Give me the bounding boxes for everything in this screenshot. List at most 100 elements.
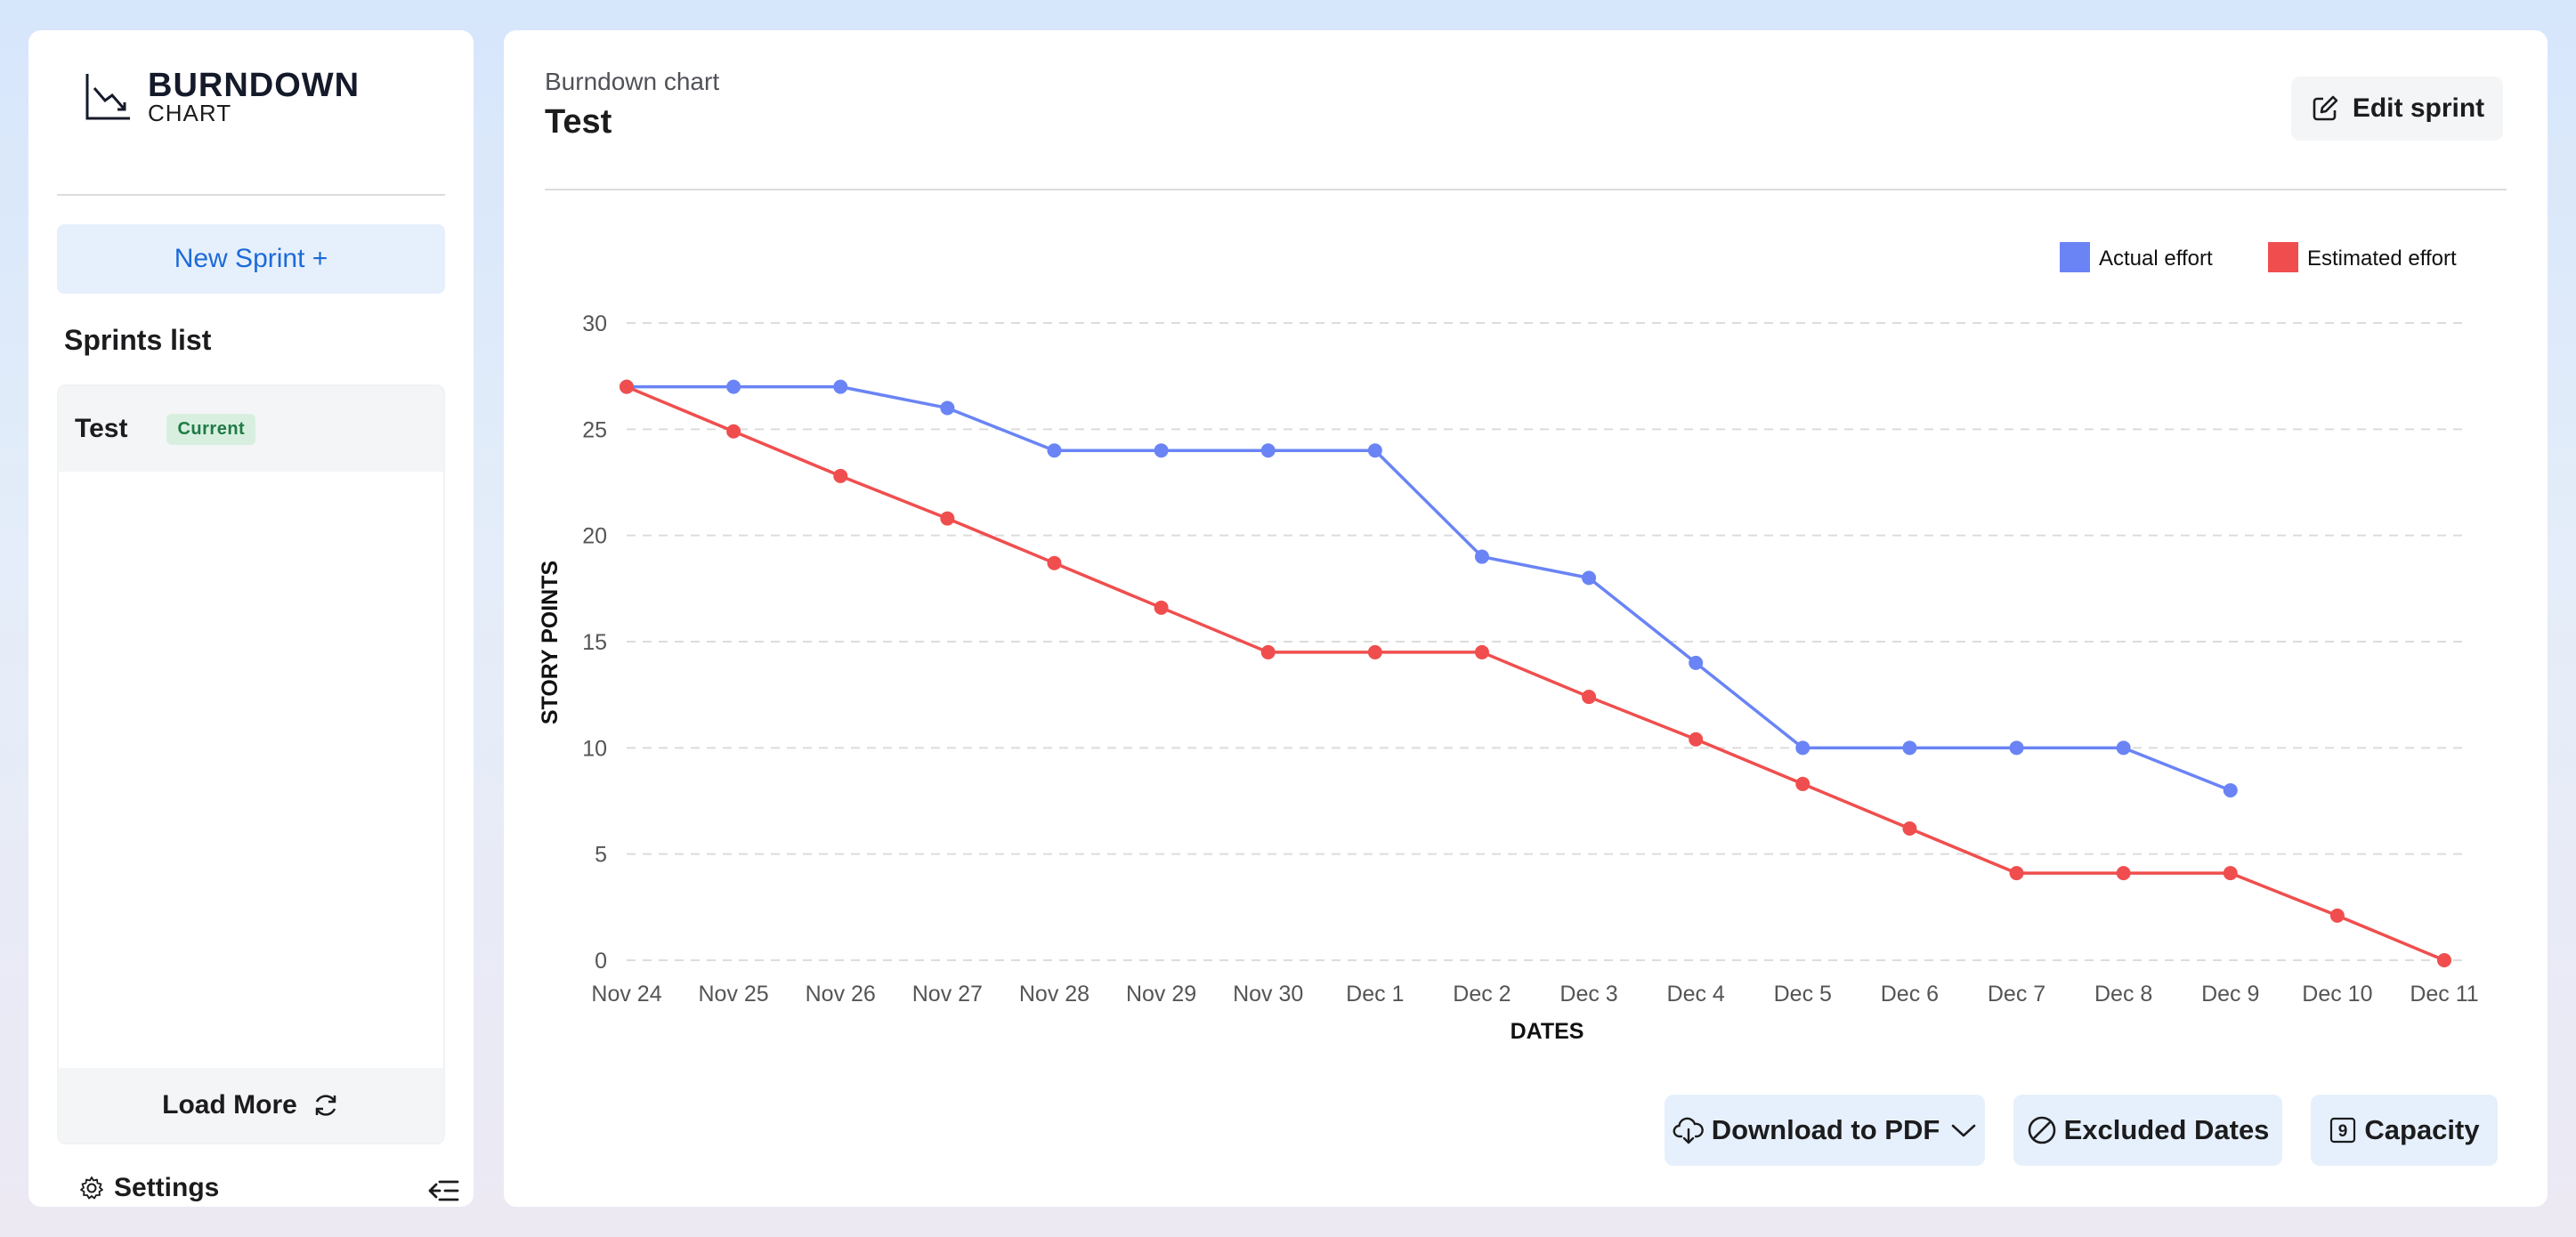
data-point[interactable] bbox=[1582, 690, 1597, 705]
data-point[interactable] bbox=[2329, 908, 2345, 923]
capacity-label: Capacity bbox=[2364, 1114, 2480, 1145]
legend-label: Actual effort bbox=[2099, 247, 2213, 271]
sidebar-divider bbox=[57, 194, 445, 196]
x-tick-label: Nov 29 bbox=[1126, 982, 1196, 1007]
page-title: Test bbox=[545, 103, 612, 141]
sprint-name: Test bbox=[75, 414, 128, 443]
data-point[interactable] bbox=[2009, 866, 2024, 881]
y-tick-label: 30 bbox=[582, 311, 607, 336]
app-logo[interactable]: BURNDOWN CHART bbox=[82, 69, 360, 125]
data-point[interactable] bbox=[1047, 555, 1062, 570]
x-tick-label: Nov 24 bbox=[591, 982, 661, 1007]
x-tick-label: Dec 4 bbox=[1667, 982, 1725, 1007]
burndown-chart: 0 5 10 15 20 25 30 Nov 24 Nov 25 Nov 26 Nov 27 Nov … bbox=[538, 242, 2479, 1044]
data-point[interactable] bbox=[940, 511, 955, 526]
data-point[interactable] bbox=[726, 424, 741, 439]
data-point[interactable] bbox=[1795, 776, 1810, 791]
legend-swatch bbox=[2060, 242, 2090, 272]
data-point[interactable] bbox=[2437, 953, 2451, 967]
grid-layer bbox=[627, 322, 2469, 961]
data-point[interactable] bbox=[2116, 866, 2131, 881]
collapse-sidebar-icon[interactable] bbox=[427, 1176, 459, 1205]
sidebar: BURNDOWN CHART New Sprint + Sprints list… bbox=[28, 30, 474, 1207]
data-point[interactable] bbox=[1474, 644, 1489, 659]
edit-sprint-label: Edit sprint bbox=[2352, 93, 2485, 123]
main-panel: Burndown chart Test Edit sprint 0 5 10 15 20… bbox=[504, 30, 2548, 1207]
data-point[interactable] bbox=[2223, 866, 2238, 881]
x-tick-label: Dec 1 bbox=[1346, 982, 1404, 1007]
download-pdf-label: Download to PDF bbox=[1711, 1114, 1940, 1145]
x-tick-label: Nov 27 bbox=[912, 982, 983, 1007]
x-tick-label: Dec 6 bbox=[1881, 982, 1939, 1007]
settings-label: Settings bbox=[114, 1173, 220, 1202]
cloud-download-icon bbox=[1673, 1117, 1704, 1144]
data-point[interactable] bbox=[940, 400, 955, 416]
y-tick-label: 0 bbox=[595, 949, 607, 974]
data-point[interactable] bbox=[1582, 570, 1597, 586]
x-tick-label: Dec 3 bbox=[1559, 982, 1617, 1007]
edit-icon bbox=[2313, 95, 2338, 121]
load-more-label: Load More bbox=[162, 1090, 297, 1120]
data-point[interactable] bbox=[1902, 740, 1917, 756]
x-tick-label: Dec 7 bbox=[1988, 982, 2045, 1007]
excluded-dates-button[interactable]: Excluded Dates bbox=[2013, 1095, 2282, 1166]
data-point[interactable] bbox=[1260, 443, 1276, 458]
data-point[interactable] bbox=[726, 379, 741, 394]
x-tick-label: Nov 25 bbox=[699, 982, 769, 1007]
y-axis-title: STORY POINTS bbox=[538, 561, 563, 724]
capacity-button[interactable]: 9 Capacity bbox=[2311, 1095, 2498, 1166]
excluded-dates-label: Excluded Dates bbox=[2063, 1114, 2270, 1145]
x-tick-label: Dec 10 bbox=[2302, 982, 2372, 1007]
sprint-item-test[interactable]: Test Current bbox=[59, 386, 443, 472]
series-layer bbox=[620, 379, 2451, 967]
new-sprint-button[interactable]: New Sprint + bbox=[57, 224, 445, 294]
data-point[interactable] bbox=[2116, 740, 2131, 756]
data-point[interactable] bbox=[1474, 549, 1489, 564]
data-point[interactable] bbox=[1689, 655, 1704, 670]
data-point[interactable] bbox=[1689, 732, 1704, 747]
logo-subtitle: CHART bbox=[148, 100, 232, 126]
logo-title: BURNDOWN bbox=[148, 67, 360, 104]
x-tick-label: Dec 9 bbox=[2201, 982, 2259, 1007]
data-point[interactable] bbox=[1154, 600, 1169, 615]
data-point[interactable] bbox=[620, 379, 634, 394]
y-tick-label: 5 bbox=[595, 843, 607, 868]
data-point[interactable] bbox=[1154, 443, 1169, 458]
x-tick-label: Dec 8 bbox=[2094, 982, 2152, 1007]
x-tick-label: Dec 11 bbox=[2410, 982, 2478, 1007]
tick-layer: 0 5 10 15 20 25 30 Nov 24 Nov 25 Nov 26 Nov 27 Nov … bbox=[582, 311, 2478, 1007]
legend-swatch bbox=[2268, 242, 2298, 272]
data-point[interactable] bbox=[1260, 644, 1276, 659]
legend-label: Estimated effort bbox=[2307, 247, 2457, 271]
sprints-list-title: Sprints list bbox=[64, 324, 212, 356]
data-point[interactable] bbox=[2009, 740, 2024, 756]
data-point[interactable] bbox=[1367, 443, 1382, 458]
current-badge: Current bbox=[166, 413, 256, 445]
x-tick-label: Nov 26 bbox=[806, 982, 876, 1007]
data-point[interactable] bbox=[1795, 740, 1810, 756]
load-more-button[interactable]: Load More bbox=[59, 1068, 443, 1143]
chart-legend: Actual effort Estimated effort bbox=[2060, 242, 2457, 272]
gear-icon bbox=[80, 1176, 103, 1200]
settings-button[interactable]: Settings bbox=[78, 1173, 219, 1203]
refresh-icon bbox=[315, 1095, 336, 1116]
sprints-list: Test Current Load More bbox=[57, 384, 445, 1144]
data-point[interactable] bbox=[833, 468, 848, 483]
block-icon bbox=[2028, 1116, 2055, 1144]
capacity-icon: 9 bbox=[2330, 1117, 2356, 1144]
data-point[interactable] bbox=[1047, 443, 1062, 458]
x-axis-title: DATES bbox=[1511, 1019, 1584, 1044]
x-tick-label: Dec 2 bbox=[1453, 982, 1511, 1007]
y-tick-label: 25 bbox=[582, 417, 607, 442]
download-pdf-button[interactable]: Download to PDF bbox=[1665, 1095, 1985, 1166]
edit-sprint-button[interactable]: Edit sprint bbox=[2291, 77, 2503, 141]
page-subtitle: Burndown chart bbox=[545, 68, 720, 95]
burndown-logo-icon bbox=[85, 74, 130, 120]
data-point[interactable] bbox=[1367, 644, 1382, 659]
data-point[interactable] bbox=[1902, 821, 1917, 837]
data-point[interactable] bbox=[833, 379, 848, 394]
y-tick-label: 20 bbox=[582, 524, 607, 549]
series-line-0 bbox=[627, 384, 2232, 792]
y-tick-label: 15 bbox=[582, 630, 607, 655]
data-point[interactable] bbox=[2223, 783, 2238, 798]
